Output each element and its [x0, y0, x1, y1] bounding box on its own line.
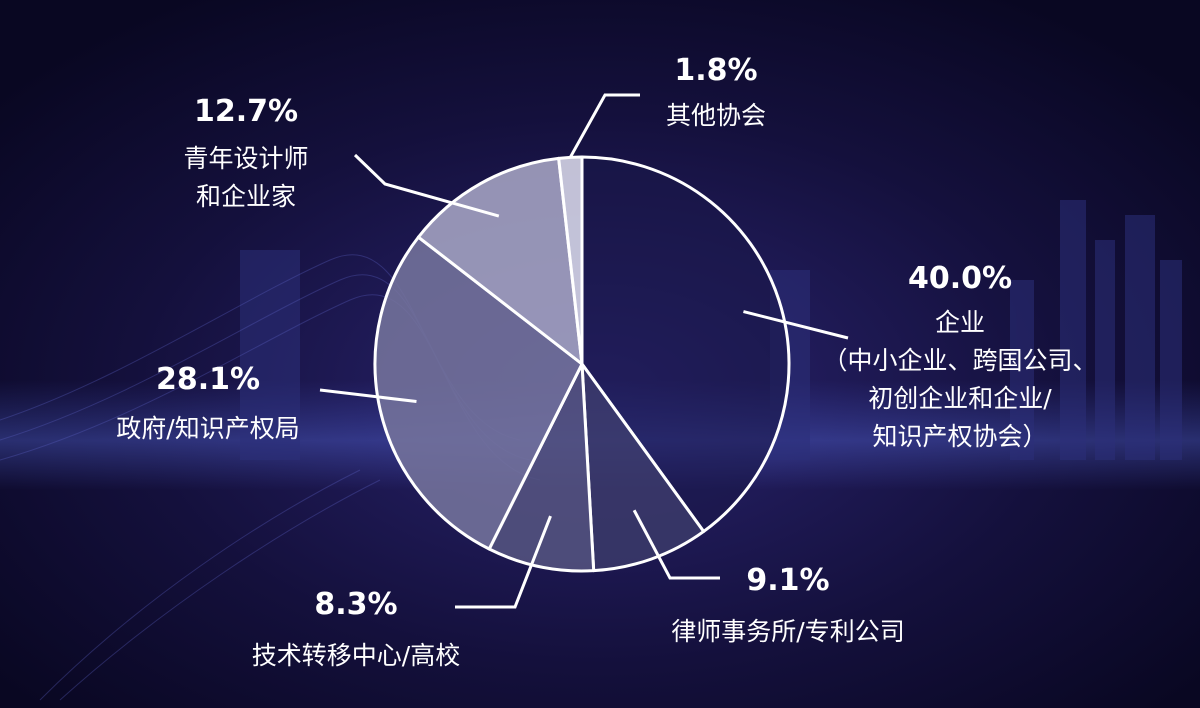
slice-percent-label: 8.3%: [314, 587, 397, 622]
slice-percent-label: 12.7%: [194, 94, 298, 129]
slice-percent-label: 1.8%: [674, 53, 757, 88]
leader-line: [568, 93, 640, 159]
slice-category-label: 初创企业和企业/: [868, 384, 1052, 413]
pie-slice: [487, 362, 596, 573]
pie-slices: [373, 155, 791, 573]
city-skyline: [240, 200, 1182, 460]
pie-slice: [580, 155, 791, 533]
slice-percent-label: 40.0%: [908, 261, 1012, 296]
slice-category-label: 和企业家: [196, 182, 296, 211]
pie-slice: [580, 362, 706, 573]
slice-percent-label: 9.1%: [746, 563, 829, 598]
slice-category-label: 其他协会: [666, 101, 766, 130]
slice-category-label: 律师事务所/专利公司: [671, 617, 904, 646]
leader-line: [353, 153, 500, 218]
slice-category-label: （中小企业、跨国公司、: [822, 346, 1097, 375]
slice-category-label: 企业: [935, 308, 985, 337]
leader-line: [455, 515, 552, 609]
slice-category-label: 技术转移中心/高校: [252, 641, 460, 670]
pie-slice: [416, 156, 584, 366]
slice-labels: 40.0% 企业 （中小企业、跨国公司、初创企业和企业/知识产权协会） 9.1% 律师事…: [116, 53, 1097, 670]
slice-category-label: 青年设计师: [183, 144, 308, 173]
pie-slice: [373, 235, 584, 551]
leader-lines: [319, 93, 849, 609]
leader-line: [632, 509, 720, 580]
leader-line: [743, 310, 849, 340]
leader-line: [319, 388, 417, 404]
slice-percent-label: 28.1%: [156, 362, 260, 397]
slice-category-label: 政府/知识产权局: [116, 414, 299, 443]
slice-category-label: 知识产权协会）: [872, 422, 1047, 451]
